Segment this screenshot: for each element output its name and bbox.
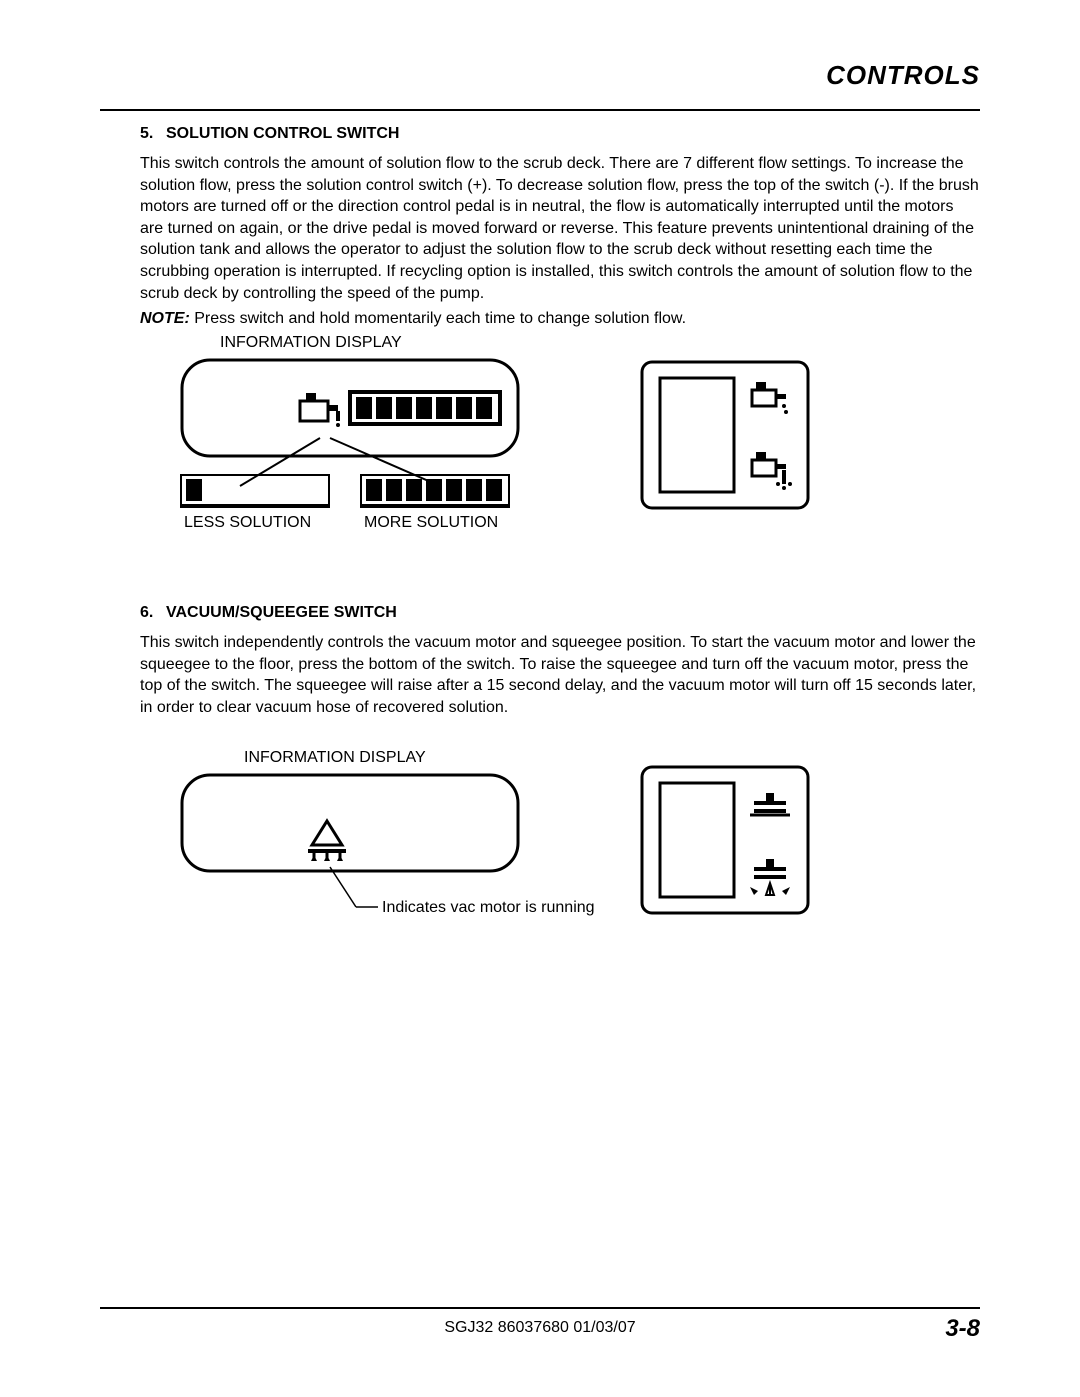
section6-number: 6. (140, 604, 166, 622)
section5-paragraph: This switch controls the amount of solut… (140, 153, 980, 304)
section5-heading: 5.SOLUTION CONTROL SWITCH (140, 125, 980, 143)
section5-number: 5. (140, 125, 166, 143)
note-text: Press switch and hold momentarily each t… (190, 310, 686, 327)
section5-figure: INFORMATION DISPLAY (160, 334, 980, 564)
page-header-title: CONTROLS (100, 60, 980, 91)
footer-center-text: SGJ32 86037680 01/03/07 (444, 1319, 635, 1336)
more-solution-label: MORE SOLUTION (364, 514, 498, 532)
more-solution-bar (360, 474, 510, 508)
page-footer: SGJ32 86037680 01/03/07 3-8 (100, 1307, 980, 1337)
vac-callout-label: Indicates vac motor is running (382, 899, 595, 917)
page-number: 3-8 (945, 1315, 980, 1343)
section6-title: VACUUM/SQUEEGEE SWITCH (166, 604, 397, 621)
header-rule (100, 109, 980, 111)
section5-title: SOLUTION CONTROL SWITCH (166, 125, 399, 142)
less-solution-label: LESS SOLUTION (184, 514, 311, 532)
info-display-label-2: INFORMATION DISPLAY (244, 749, 426, 767)
page: CONTROLS 5.SOLUTION CONTROL SWITCH This … (100, 60, 980, 1009)
section6-paragraph: This switch independently controls the v… (140, 632, 980, 718)
note-label: NOTE: (140, 310, 190, 327)
vacuum-switch-panel (640, 765, 810, 915)
less-solution-bar (180, 474, 330, 508)
solution-switch-panel (640, 360, 810, 510)
info-display-label-1: INFORMATION DISPLAY (220, 334, 402, 352)
section6-heading: 6.VACUUM/SQUEEGEE SWITCH (140, 604, 980, 622)
section5-note: NOTE: Press switch and hold momentarily … (140, 310, 980, 328)
footer-rule (100, 1307, 980, 1309)
section6-figure: INFORMATION DISPLAY Indicates vac mot (160, 749, 980, 969)
